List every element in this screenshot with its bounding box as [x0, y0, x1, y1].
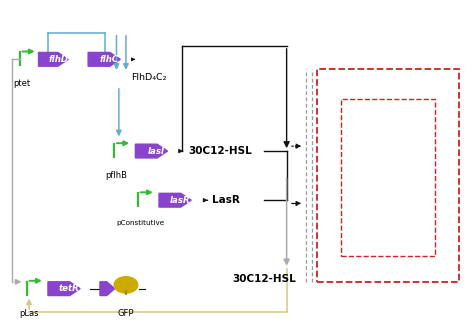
FancyArrow shape: [88, 52, 120, 66]
Text: ptet: ptet: [13, 79, 30, 88]
Text: 30C12-HSL: 30C12-HSL: [232, 274, 296, 284]
FancyArrow shape: [136, 144, 167, 158]
Text: flhD: flhD: [49, 55, 69, 64]
FancyArrow shape: [159, 193, 191, 207]
Bar: [318, 69, 459, 282]
Bar: [341, 99, 436, 256]
Text: pLas: pLas: [19, 309, 39, 317]
Text: GFP: GFP: [118, 309, 134, 317]
Text: lasI: lasI: [148, 146, 165, 156]
FancyArrow shape: [100, 282, 115, 295]
Text: flhC: flhC: [100, 55, 119, 64]
FancyArrow shape: [38, 52, 68, 66]
Text: LasR: LasR: [212, 195, 240, 205]
Text: pConstitutive: pConstitutive: [116, 220, 164, 226]
Circle shape: [114, 277, 138, 293]
Text: pflhB: pflhB: [106, 171, 128, 180]
Text: 30C12-HSL: 30C12-HSL: [188, 146, 252, 156]
Text: FlhD₄C₂: FlhD₄C₂: [131, 73, 166, 82]
FancyArrow shape: [48, 282, 80, 295]
Text: lasR: lasR: [170, 196, 191, 205]
Text: tetR: tetR: [59, 284, 80, 293]
